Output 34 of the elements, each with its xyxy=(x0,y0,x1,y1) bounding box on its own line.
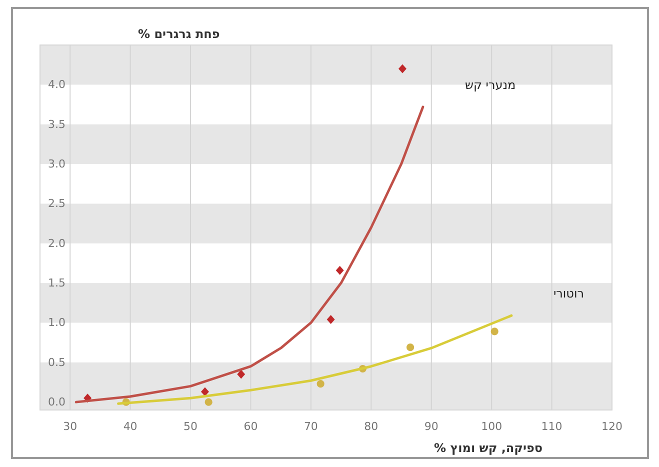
x-tick-label: 100 xyxy=(481,420,502,433)
y-tick-label: 3.0 xyxy=(48,158,66,171)
y-tick-label: 0.0 xyxy=(48,396,66,409)
text: רוטורי xyxy=(553,286,584,301)
point xyxy=(200,387,209,396)
y-tick-label: 3.5 xyxy=(48,118,66,131)
x-tick-label: 60 xyxy=(244,420,258,433)
x-axis-title: ספיקה, קש ומוץ % xyxy=(434,441,543,455)
text: מנערי קש xyxy=(464,78,516,92)
y-tick-label: 0.5 xyxy=(48,356,66,369)
point xyxy=(398,64,406,74)
y-tick-label: 2.5 xyxy=(48,197,66,210)
point xyxy=(406,344,414,352)
line-series xyxy=(74,106,424,404)
y-tick-label: 2.0 xyxy=(48,236,66,250)
x-tick-label: 80 xyxy=(364,420,378,433)
point xyxy=(326,315,335,324)
y-tick-label: 4.0 xyxy=(48,78,66,92)
x-tick-label: 120 xyxy=(602,420,622,433)
chart-title: פחת גרגרים % xyxy=(138,27,220,41)
y-tick-label: 1.5 xyxy=(48,276,66,290)
x-tick-label: 110 xyxy=(541,420,562,433)
point xyxy=(316,380,324,388)
line-series xyxy=(117,314,513,405)
x-tick-label: 50 xyxy=(184,420,198,433)
x-tick-label: 30 xyxy=(63,420,78,433)
point xyxy=(204,398,212,406)
x-tick-label: 90 xyxy=(424,420,438,433)
y-tick-label: 1.0 xyxy=(48,316,66,330)
point xyxy=(490,328,498,336)
point xyxy=(336,266,344,275)
point xyxy=(237,370,246,379)
x-tick-label: 70 xyxy=(304,420,318,433)
x-tick-label: 40 xyxy=(123,420,138,433)
